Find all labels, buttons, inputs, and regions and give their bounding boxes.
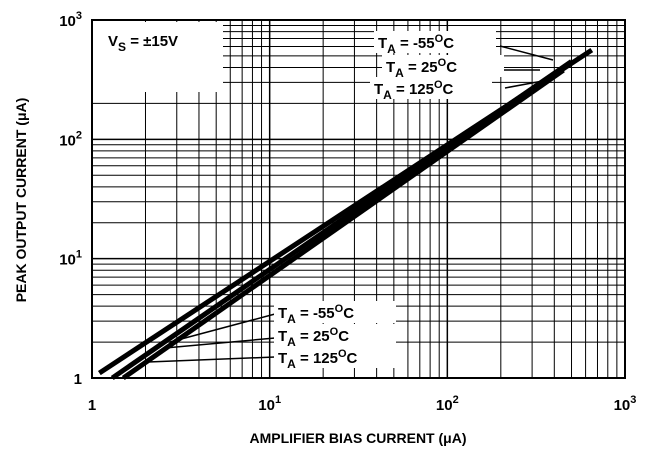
label-value: = ±15V (126, 33, 178, 50)
series-line (97, 47, 594, 376)
arrow (164, 337, 276, 349)
label-value: = 25 (296, 328, 330, 345)
tick-label: 1 (74, 371, 82, 388)
series-label: TA = 25OC (278, 326, 349, 349)
tick-label-exp: 2 (76, 129, 82, 141)
label-sub: S (118, 40, 126, 54)
series-label: TA = 25OC (386, 57, 457, 80)
label-main: T (278, 328, 287, 345)
label-main: T (278, 350, 287, 367)
arrow (499, 45, 554, 61)
label-sup: O (335, 303, 344, 315)
plot-frame (91, 19, 626, 379)
label-bg (274, 346, 396, 368)
series-label: TA = -55OC (278, 303, 354, 326)
tick-label-base: 10 (614, 397, 631, 414)
label-unit: C (443, 81, 454, 98)
tick-label-exp: 3 (630, 394, 636, 406)
label-sup: O (330, 326, 339, 338)
label-value: = -55 (296, 305, 335, 322)
tick-label: 101 (258, 394, 281, 414)
label-sub: A (383, 88, 392, 102)
x-axis-label: AMPLIFIER BIAS CURRENT (μA) (250, 430, 467, 446)
tick-label-base: 10 (436, 397, 453, 414)
supply-label: VS = ±15V (108, 33, 178, 54)
series-line (121, 68, 565, 381)
label-value: = 125 (296, 350, 338, 367)
label-sup: O (435, 33, 444, 45)
tick-label-base: 10 (59, 252, 76, 269)
y-axis-label: PEAK OUTPUT CURRENT (μA) (13, 98, 29, 303)
label-value: = 25 (404, 59, 438, 76)
label-sub: A (287, 335, 296, 349)
label-bg (274, 301, 396, 323)
tick-label-base: 10 (59, 132, 76, 149)
tick-label: 103 (614, 394, 637, 414)
tick-label: 101 (59, 249, 82, 269)
label-bg (374, 31, 496, 53)
label-main: T (374, 81, 383, 98)
tick-label-exp: 2 (453, 394, 459, 406)
arrow (147, 356, 276, 363)
label-unit: C (443, 35, 454, 52)
label-sub: A (387, 42, 396, 56)
arrow (504, 79, 549, 89)
tick-label-base: 10 (258, 397, 275, 414)
tick-label-exp: 3 (76, 10, 82, 22)
label-value: = 125 (392, 81, 434, 98)
series-label: TA = -55OC (378, 33, 454, 56)
annotation-box (93, 22, 223, 92)
label-bg (382, 55, 504, 77)
tick-label-exp: 1 (275, 394, 281, 406)
tick-label: 1 (88, 397, 96, 414)
label-bg (274, 324, 396, 346)
label-value: = -55 (396, 35, 435, 52)
label-bg (370, 77, 492, 99)
tick-label-exp: 1 (76, 249, 82, 261)
label-unit: C (338, 328, 349, 345)
label-main: V (108, 33, 118, 50)
series-label: TA = 125OC (278, 348, 358, 371)
label-sub: A (395, 66, 404, 80)
label-main: T (378, 35, 387, 52)
label-main: T (386, 59, 395, 76)
label-sub: A (287, 312, 296, 326)
label-sub: A (287, 357, 296, 371)
series-label: TA = 125OC (374, 79, 454, 102)
label-sup: O (434, 79, 443, 91)
tick-label-base: 10 (59, 13, 76, 30)
label-main: T (278, 305, 287, 322)
label-unit: C (347, 350, 358, 367)
tick-label: 103 (59, 10, 82, 30)
label-sup: O (338, 348, 347, 360)
tick-label: 102 (59, 129, 82, 149)
arrow (169, 313, 276, 343)
label-unit: C (446, 59, 457, 76)
label-unit: C (343, 305, 354, 322)
label-sup: O (438, 57, 447, 69)
tick-label: 102 (436, 394, 459, 414)
